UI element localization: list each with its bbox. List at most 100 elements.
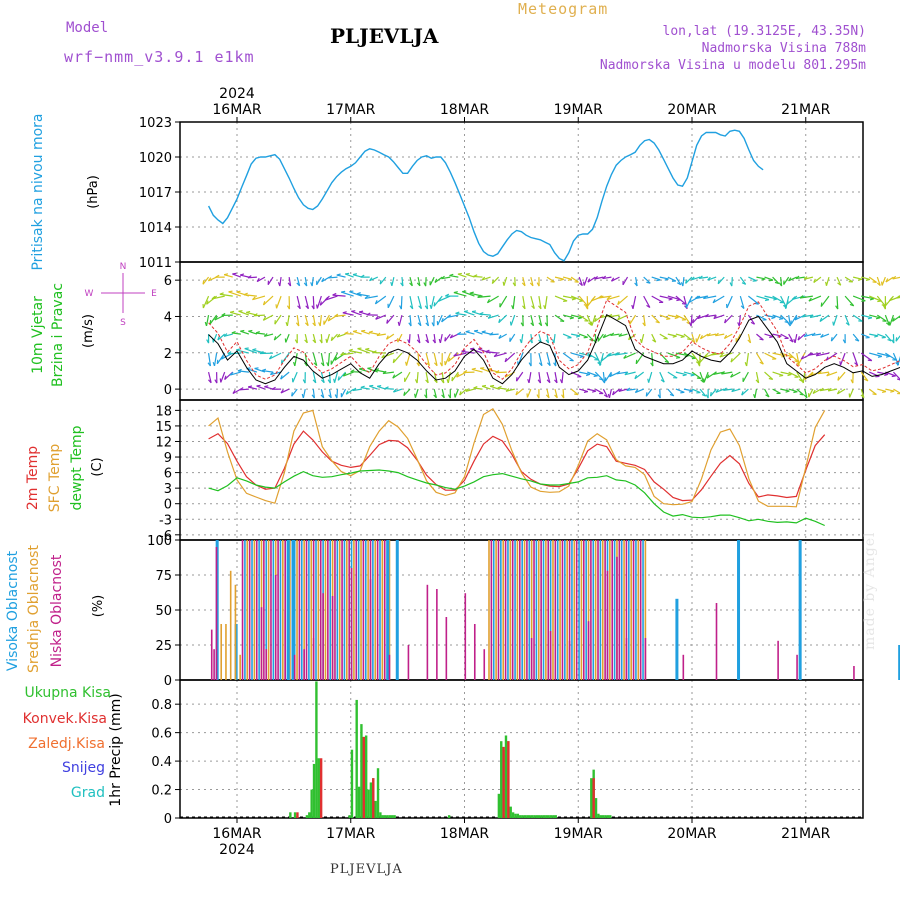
precip-bar-0: [523, 815, 527, 818]
wind-arrow: [280, 371, 290, 380]
wind-arrow-head: [286, 305, 290, 310]
wind-arrow-head: [222, 394, 223, 398]
wind-arrow-head: [569, 359, 574, 362]
wind-arrow: [861, 276, 871, 280]
wind-arrow-head: [439, 362, 443, 367]
wind-arrow-head: [204, 321, 208, 327]
cloud-bar-2: [350, 568, 353, 680]
wind-arrow-head: [303, 282, 308, 287]
wind-arrow-head: [271, 386, 276, 390]
wind-arrow-head: [850, 379, 854, 384]
wind-arrow: [703, 295, 717, 300]
cloud-band-bar: [267, 540, 270, 680]
wind-arrow: [690, 315, 693, 327]
cloud-band-bar: [381, 540, 384, 680]
wind-arrow: [219, 293, 233, 297]
wind-arrow: [813, 276, 822, 284]
wind-arrow: [352, 274, 362, 278]
wind-arrow-head: [688, 322, 692, 327]
wind-arrow-head: [446, 378, 449, 384]
wind-arrow: [369, 385, 378, 390]
precip-tick-label: 0.8: [151, 698, 172, 713]
wind-arrow-head: [493, 353, 498, 357]
wind-arrow-head: [759, 361, 764, 365]
cloud-band-bar: [542, 540, 545, 680]
wind-arrow-head: [291, 392, 293, 397]
wind-gust-line: [208, 299, 900, 380]
wind-arrow: [826, 371, 838, 377]
wind-arrow: [852, 352, 859, 366]
wind-arrow-head: [486, 299, 491, 304]
wind-arrow-head: [842, 339, 846, 344]
wind-arrow-head: [528, 362, 532, 367]
precip-bar-0: [604, 815, 607, 818]
cloud-bar-2: [568, 640, 571, 680]
wind-arrow: [212, 333, 218, 343]
wind-arrow-head: [414, 379, 418, 384]
wind-arrow-head: [666, 318, 671, 320]
wind-arrow-head: [706, 332, 711, 337]
cloud-bar-2: [473, 624, 476, 680]
cloud-band-bar: [573, 540, 576, 680]
wind-arrow-head: [414, 393, 417, 398]
precip-bar-0: [530, 815, 534, 818]
wind-arrow-head: [567, 278, 572, 281]
cloud-band-bar: [516, 540, 519, 680]
cloud-band-bar: [289, 540, 291, 680]
wind-arrow-head: [697, 315, 701, 320]
precip-bar-0: [312, 763, 316, 818]
wind-arrow-head: [477, 294, 482, 298]
wind-arrow-head: [219, 292, 224, 295]
wind-arrow: [825, 276, 830, 286]
cloud-band-bar: [357, 540, 360, 680]
wind-arrow-head: [239, 273, 245, 276]
wind-arrow: [755, 352, 764, 365]
grid-lines: [180, 121, 863, 819]
cloud-band-bar: [343, 540, 346, 680]
wind-arrow: [316, 295, 322, 309]
wind-arrow-head: [771, 316, 776, 320]
cloud-bars: [210, 540, 900, 680]
wind-arrow-head: [820, 333, 824, 338]
wind-arrow-head: [857, 278, 863, 281]
cloud-band-bar: [632, 540, 635, 680]
wind-arrow: [747, 314, 756, 325]
wind-arrow: [330, 352, 339, 365]
wind-arrow: [889, 296, 900, 302]
precip-tick-label: 0.6: [151, 727, 172, 742]
wind-arrow: [610, 333, 620, 337]
cloud-bar-2: [388, 654, 391, 680]
wind-arrow-head: [302, 379, 306, 384]
wind-arrow-head: [385, 335, 389, 340]
wind-arrow-head: [529, 339, 533, 344]
wind-arrow: [772, 333, 782, 337]
wind-arrow: [340, 352, 354, 356]
wind-arrow: [764, 295, 778, 300]
wind-arrow-head: [490, 384, 495, 387]
precip-legend-4: Grad: [71, 785, 105, 801]
wind-arrow: [839, 352, 846, 366]
wind-arrow: [868, 388, 877, 395]
cloud-band-bar: [492, 540, 495, 680]
wind-arrow: [447, 314, 459, 318]
meteogram-label: Meteogram: [518, 0, 609, 18]
wind-arrow-head: [434, 278, 438, 283]
wind-arrow-head: [737, 322, 740, 327]
wind-arrow: [340, 388, 347, 398]
wind-arrow-head: [559, 278, 564, 281]
wind-arrow-head: [232, 272, 237, 275]
wind-arrow: [223, 389, 224, 398]
wind-arrow: [651, 314, 660, 324]
wind-arrow: [885, 276, 894, 283]
cloud-band-bar: [255, 540, 258, 680]
wind-arrow: [348, 349, 362, 354]
wind-arrow-head: [730, 358, 733, 363]
wind-arrow: [877, 333, 886, 338]
wind-arrow-head: [498, 334, 502, 339]
wind-arrow: [382, 371, 394, 375]
cloud-band-bar: [315, 540, 317, 680]
wind-arrow: [495, 371, 507, 374]
top-xtick-label-17MAR: 17MAR: [326, 102, 375, 118]
cloud-band-bar: [303, 540, 305, 680]
model-version: wrf−nmm_v3.9.1 e1km: [64, 48, 255, 66]
